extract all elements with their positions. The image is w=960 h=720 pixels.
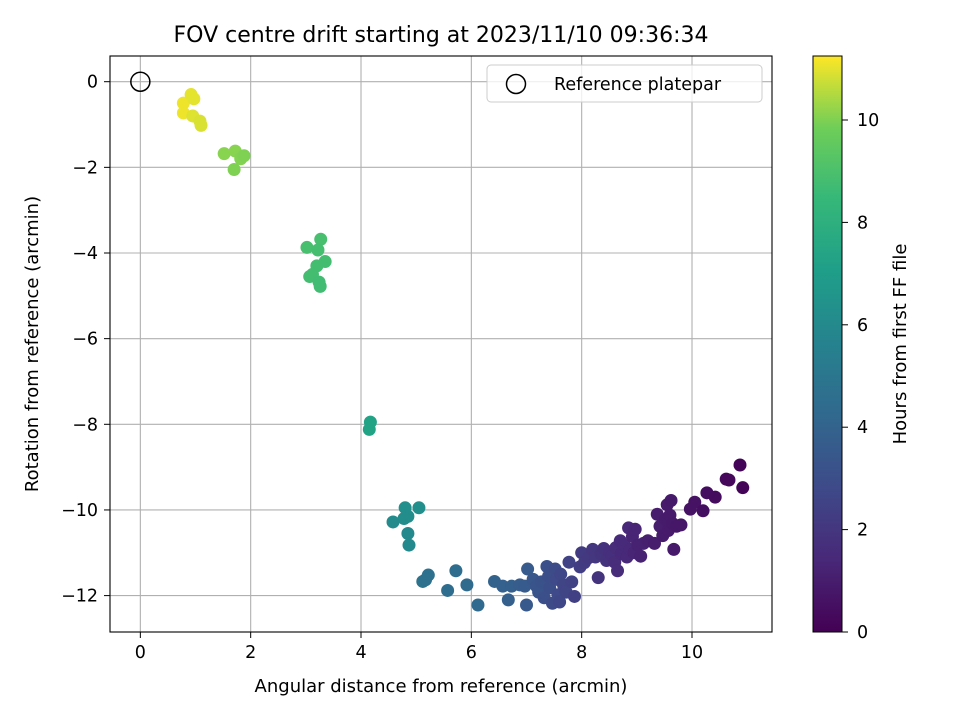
data-point — [362, 422, 376, 436]
data-point — [419, 573, 433, 587]
colorbar-ticks: 0 2 4 6 8 10 — [842, 111, 879, 643]
data-point — [401, 527, 415, 541]
y-tick-label: −6 — [72, 330, 98, 350]
x-axis-label: Angular distance from reference (arcmin) — [255, 676, 628, 697]
data-point — [733, 458, 747, 472]
legend-box — [486, 64, 763, 103]
colorbar-tick-label: 4 — [857, 418, 868, 438]
x-tick-label: 0 — [135, 643, 146, 663]
data-point — [412, 501, 426, 515]
data-point — [688, 495, 702, 509]
colorbar-tick-label: 6 — [857, 316, 868, 336]
x-tick-label: 6 — [466, 643, 477, 663]
data-point — [194, 118, 208, 132]
data-point — [217, 147, 231, 161]
data-point — [521, 562, 535, 576]
colorbar-tick-label: 2 — [857, 521, 868, 541]
y-axis-label: Rotation from reference (arcmin) — [22, 196, 43, 492]
data-point — [565, 575, 579, 589]
legend-label: Reference platepar — [554, 75, 722, 95]
data-point — [568, 589, 582, 603]
y-tick-label: −8 — [72, 415, 98, 435]
data-point — [628, 522, 642, 536]
data-point — [303, 270, 317, 284]
data-point — [696, 504, 710, 518]
data-point — [611, 564, 625, 578]
data-point — [634, 549, 648, 563]
data-point — [647, 536, 661, 550]
data-point — [386, 515, 400, 529]
x-tick-label: 10 — [681, 643, 703, 663]
colorbar-tick-label: 8 — [857, 213, 868, 233]
data-point — [176, 96, 190, 110]
data-point — [402, 538, 416, 552]
legend: Reference platepar — [486, 64, 763, 103]
data-point — [311, 243, 325, 257]
plot-frame — [109, 55, 773, 633]
chart-title: FOV centre drift starting at 2023/11/10 … — [174, 23, 709, 48]
data-point — [553, 595, 567, 609]
data-point — [664, 494, 678, 508]
data-point — [736, 481, 750, 495]
data-point — [227, 162, 241, 176]
data-point — [562, 555, 576, 569]
y-axis-ticks: 0 −2 −4 −6 −8 −10 −12 — [61, 73, 110, 607]
x-tick-label: 2 — [245, 643, 256, 663]
data-point — [708, 490, 722, 504]
x-tick-label: 4 — [355, 643, 366, 663]
data-point — [554, 567, 568, 581]
reference-platepar-marker — [130, 71, 151, 92]
data-point — [441, 583, 455, 597]
y-tick-label: −4 — [72, 244, 98, 264]
data-point — [520, 598, 534, 612]
data-point — [501, 593, 515, 607]
colorbar-label: Hours from first FF file — [890, 244, 911, 445]
colorbar — [812, 55, 843, 633]
data-point — [674, 518, 688, 532]
data-point — [591, 571, 605, 585]
reference-marker-layer — [130, 71, 151, 92]
y-tick-label: −2 — [72, 158, 98, 178]
y-tick-label: −12 — [61, 587, 98, 607]
x-axis-ticks: 0 2 4 6 8 10 — [135, 632, 703, 663]
colorbar-tick-label: 10 — [857, 111, 879, 131]
data-point — [722, 473, 736, 487]
data-point — [314, 232, 328, 246]
x-tick-label: 8 — [576, 643, 587, 663]
data-point — [471, 598, 485, 612]
data-point — [300, 240, 314, 254]
data-point — [187, 92, 201, 106]
data-points — [176, 88, 750, 612]
data-point — [237, 149, 251, 163]
grid-lines — [110, 56, 772, 632]
data-point — [449, 564, 463, 578]
legend-reference-marker — [505, 73, 527, 95]
data-point — [397, 512, 411, 526]
data-point — [460, 578, 474, 592]
data-point — [313, 279, 327, 293]
y-tick-label: 0 — [87, 73, 98, 93]
data-point — [667, 542, 681, 556]
y-tick-label: −10 — [61, 501, 98, 521]
colorbar-tick-label: 0 — [857, 623, 868, 643]
